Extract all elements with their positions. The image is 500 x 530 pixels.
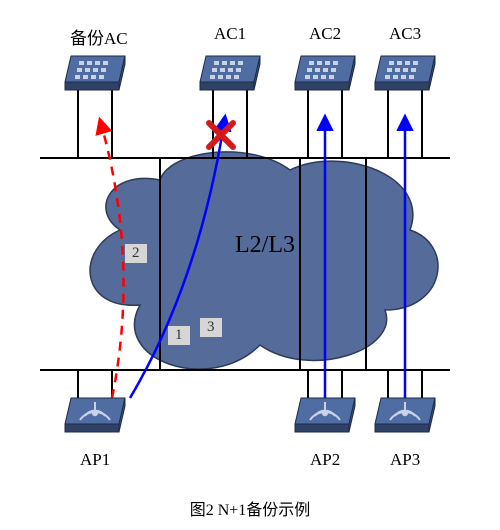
step-1: 1 <box>168 326 190 345</box>
device-ac2 <box>295 56 355 90</box>
label-ap3: AP3 <box>390 450 420 470</box>
cloud-label: L2/L3 <box>235 232 295 259</box>
device-ac3 <box>375 56 435 90</box>
device-ac1 <box>200 56 260 90</box>
label-backup-ac: 备份AC <box>70 24 128 49</box>
device-ap3 <box>375 398 435 432</box>
device-backup-ac <box>65 56 125 90</box>
figure-caption: 图2 N+1备份示例 <box>0 496 500 520</box>
label-ap1: AP1 <box>80 450 110 470</box>
step-2: 2 <box>125 244 147 263</box>
device-ap2 <box>295 398 355 432</box>
device-ap1 <box>65 398 125 432</box>
label-ac2: AC2 <box>309 24 341 44</box>
step-3: 3 <box>200 318 222 337</box>
top-drops <box>78 90 422 158</box>
label-ac3: AC3 <box>389 24 421 44</box>
bottom-risers <box>78 370 422 398</box>
label-ac1: AC1 <box>214 24 246 44</box>
label-ap2: AP2 <box>310 450 340 470</box>
